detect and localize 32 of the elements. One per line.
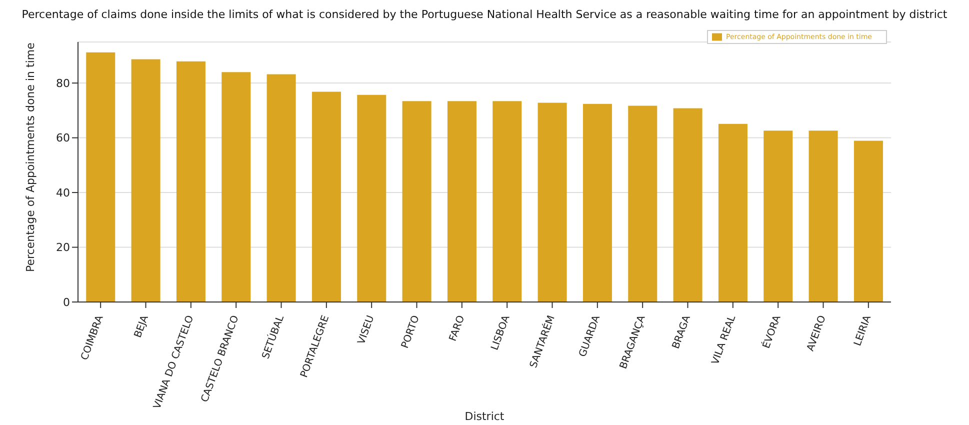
bar (582, 104, 612, 302)
bar (222, 72, 251, 302)
bar (854, 140, 883, 302)
bar (402, 101, 432, 302)
bar (808, 130, 838, 302)
bar (538, 102, 567, 302)
bar (131, 59, 160, 302)
bar (673, 108, 702, 302)
y-axis-title: Percentage of Appointments done in time (24, 42, 37, 272)
y-tick-label: 20 (56, 241, 70, 254)
bar (86, 52, 116, 302)
y-tick-label: 0 (63, 296, 70, 309)
x-tick-label: BEJA (132, 314, 151, 340)
x-tick-label: FARO (448, 314, 468, 343)
bar (266, 74, 296, 302)
y-tick-label: 60 (56, 132, 70, 145)
bar (628, 106, 658, 302)
y-tick-label: 40 (56, 186, 70, 200)
x-tick-label: PORTO (400, 314, 422, 350)
chart-title: Percentage of claims done inside the limits of what is considered by the Portuguese National Health Service as a reasonable waiting time for an appointment by district (20, 8, 948, 23)
x-tick-label: VILA REAL (710, 314, 738, 366)
bar (764, 130, 793, 302)
bar (492, 101, 522, 302)
bar (447, 101, 476, 302)
bar (176, 61, 206, 302)
bar (718, 124, 748, 302)
bar (312, 92, 341, 302)
x-tick-label: VISEU (356, 314, 377, 346)
bar (357, 94, 386, 302)
x-axis-title: District (464, 410, 505, 423)
x-tick-label: LEIRIA (852, 314, 874, 348)
y-tick-label: 80 (56, 76, 70, 90)
